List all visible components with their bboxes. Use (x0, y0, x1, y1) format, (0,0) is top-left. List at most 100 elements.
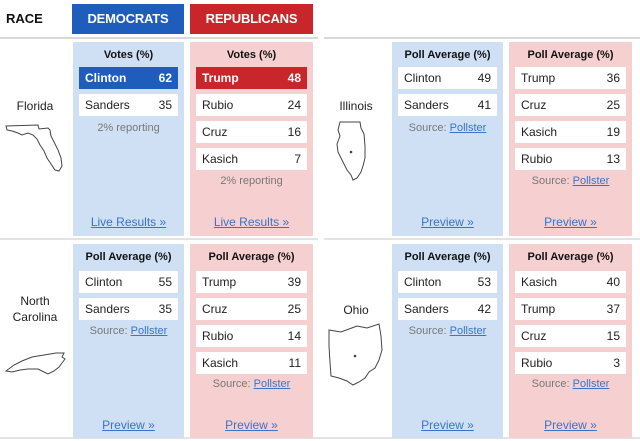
candidate-row-winner: Trump 48 (196, 67, 307, 89)
candidate-value: 49 (477, 71, 491, 85)
preview-link[interactable]: Preview » (544, 418, 597, 432)
florida-dem-panel: Votes (%) Clinton 62 Sanders 35 2% repor… (73, 42, 184, 236)
candidate-name: Kasich (202, 152, 239, 166)
candidate-value: 35 (158, 98, 172, 112)
candidate-row: Clinton 49 (398, 67, 497, 89)
candidate-name: Kasich (202, 356, 239, 370)
candidate-value: 55 (158, 275, 172, 289)
candidate-row: Sanders 41 (398, 94, 497, 116)
candidate-value: 41 (477, 98, 491, 112)
preview-link[interactable]: Preview » (544, 215, 597, 229)
candidate-value: 37 (606, 302, 620, 316)
live-results-link[interactable]: Live Results » (213, 215, 290, 229)
candidate-value: 14 (287, 329, 301, 343)
state-name-ohio: Ohio (343, 303, 369, 317)
panel-title: Poll Average (%) (527, 49, 614, 61)
candidate-row-winner: Clinton 62 (79, 67, 178, 89)
panel-title: Poll Average (%) (404, 49, 491, 61)
candidate-row: Rubio 3 (515, 352, 626, 374)
candidate-value: 24 (287, 98, 301, 112)
candidate-row: Cruz 25 (196, 298, 307, 320)
candidate-value: 16 (287, 125, 301, 139)
ohio-outline-icon (327, 322, 385, 388)
ohio-dem-panel: Poll Average (%) Clinton 53 Sanders 42 S… (392, 244, 503, 438)
candidate-row: Sanders 35 (79, 94, 178, 116)
candidate-value: 36 (606, 71, 620, 85)
pollster-link[interactable]: Pollster (449, 325, 487, 337)
race-column-header: RACE (6, 11, 43, 26)
reporting-status: 2% reporting (220, 175, 283, 187)
source-note: Source: Pollster (73, 325, 184, 337)
pollster-link[interactable]: Pollster (130, 325, 168, 337)
candidate-row: Trump 36 (515, 67, 626, 89)
row-divider-right (324, 238, 640, 240)
state-name-line1: North (20, 294, 50, 308)
reporting-status: 2% reporting (97, 122, 160, 134)
candidate-name: Rubio (202, 329, 234, 343)
candidate-name: Kasich (521, 125, 558, 139)
panel-title: Poll Average (%) (85, 251, 172, 263)
preview-link[interactable]: Preview » (102, 418, 155, 432)
candidate-name: Trump (521, 71, 556, 85)
pollster-link[interactable]: Pollster (572, 175, 610, 187)
candidate-name: Cruz (521, 98, 547, 112)
source-label: Source: (408, 325, 447, 337)
candidate-value: 35 (158, 302, 172, 316)
candidate-value: 13 (606, 152, 620, 166)
candidate-row: Cruz 16 (196, 121, 307, 143)
candidate-row: Trump 39 (196, 271, 307, 293)
candidate-name: Rubio (521, 152, 553, 166)
panel-title: Votes (%) (103, 49, 154, 61)
florida-outline-icon (4, 118, 68, 174)
illinois-outline-icon (334, 120, 374, 182)
pollster-link[interactable]: Pollster (572, 378, 610, 390)
candidate-value: 3 (613, 356, 620, 370)
candidate-value: 15 (606, 329, 620, 343)
candidate-name: Cruz (202, 125, 228, 139)
source-note: Source: Pollster (190, 378, 313, 390)
preview-link[interactable]: Preview » (225, 418, 278, 432)
candidate-name: Trump (521, 302, 556, 316)
illinois-rep-panel: Poll Average (%) Trump 36 Cruz 25 Kasich… (509, 42, 632, 236)
candidate-name: Trump (202, 71, 239, 85)
source-note: Source: Pollster (392, 325, 503, 337)
candidate-row: Rubio 13 (515, 148, 626, 170)
candidate-name: Sanders (404, 302, 449, 316)
candidate-value: 39 (287, 275, 301, 289)
candidate-name: Rubio (202, 98, 234, 112)
candidate-row: Sanders 42 (398, 298, 497, 320)
pollster-link[interactable]: Pollster (253, 378, 291, 390)
candidate-row: Cruz 25 (515, 94, 626, 116)
candidate-value: 19 (606, 125, 620, 139)
pollster-link[interactable]: Pollster (449, 122, 487, 134)
florida-rep-panel: Votes (%) Trump 48 Rubio 24 Cruz 16 Kasi… (190, 42, 313, 236)
candidate-value: 53 (477, 275, 491, 289)
source-label: Source: (408, 122, 447, 134)
candidate-name: Sanders (85, 98, 130, 112)
candidate-row: Kasich 19 (515, 121, 626, 143)
republicans-header: REPUBLICANS (190, 4, 313, 34)
candidate-value: 7 (294, 152, 301, 166)
preview-link[interactable]: Preview » (421, 418, 474, 432)
panel-title: Poll Average (%) (208, 251, 295, 263)
live-results-link[interactable]: Live Results » (90, 215, 167, 229)
candidate-row: Rubio 24 (196, 94, 307, 116)
candidate-name: Clinton (85, 275, 123, 289)
preview-link[interactable]: Preview » (421, 215, 474, 229)
candidate-name: Clinton (404, 71, 442, 85)
candidate-row: Clinton 55 (79, 271, 178, 293)
candidate-row: Cruz 15 (515, 325, 626, 347)
candidate-value: 40 (606, 275, 620, 289)
illinois-dem-panel: Poll Average (%) Clinton 49 Sanders 41 S… (392, 42, 503, 236)
state-name-illinois: Illinois (339, 99, 373, 113)
democrats-header: DEMOCRATS (72, 4, 184, 34)
candidate-row: Kasich 40 (515, 271, 626, 293)
candidate-value: 48 (287, 71, 301, 85)
candidate-value: 25 (287, 302, 301, 316)
header-divider-right (324, 37, 640, 39)
candidate-value: 11 (288, 356, 301, 370)
candidate-row: Kasich 7 (196, 148, 307, 170)
panel-title: Poll Average (%) (404, 251, 491, 263)
state-name-line2: Carolina (12, 310, 58, 324)
candidate-name: Cruz (202, 302, 228, 316)
